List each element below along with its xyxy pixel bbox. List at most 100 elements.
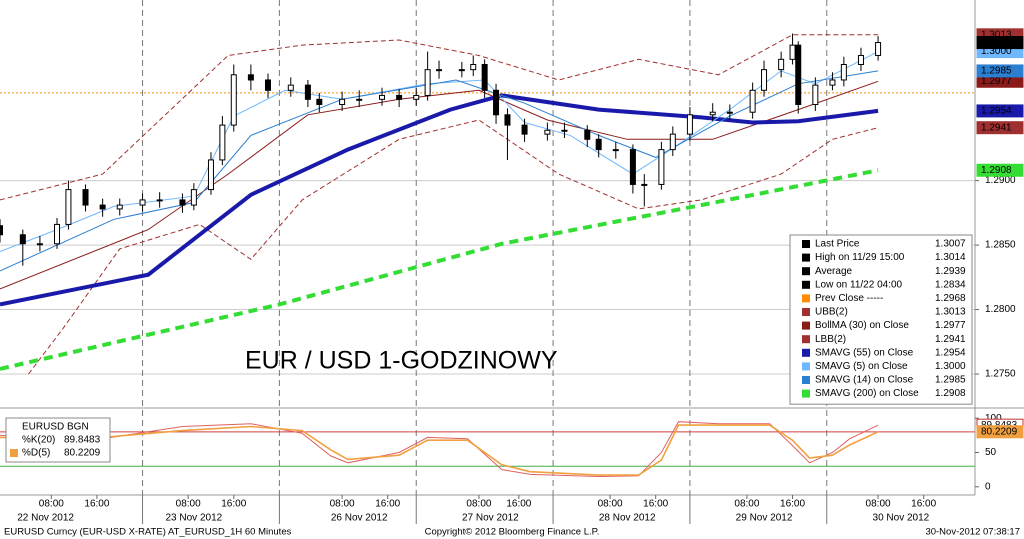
candle-body — [116, 204, 123, 210]
candle-body — [470, 63, 477, 71]
legend-marker — [802, 308, 810, 316]
y-tick-label: 0 — [985, 481, 991, 492]
candle-body — [629, 149, 636, 185]
legend-label: UBB(2) — [815, 307, 848, 318]
y-tick-label: 1.2800 — [985, 304, 1016, 315]
candle-body — [0, 225, 3, 236]
value-tag — [976, 104, 1024, 118]
legend-label: Prev Close ----- — [815, 293, 883, 304]
candle-body — [396, 94, 403, 100]
candle-body — [424, 69, 431, 96]
candle-body — [595, 138, 602, 151]
candle-body — [179, 199, 186, 206]
value-tag-label: 80.2209 — [981, 426, 1018, 437]
candle-body — [458, 69, 465, 72]
x-tick-label: 08:00 — [598, 499, 623, 510]
candle-body — [840, 63, 847, 81]
x-tick-label: 16:00 — [780, 499, 805, 510]
candle-body — [857, 54, 864, 65]
x-tick-label: 16:00 — [84, 499, 109, 510]
candle-body — [230, 74, 237, 126]
candle-body — [54, 223, 61, 245]
indicator-line — [0, 424, 879, 476]
value-tag — [976, 64, 1024, 78]
x-tick-label: 16:00 — [911, 499, 936, 510]
value-tag-label: 1.3013 — [981, 29, 1012, 40]
legend-label: BollMA (30) on Close — [815, 320, 909, 331]
overlay-line — [28, 119, 879, 375]
candle-body — [413, 94, 420, 100]
candle-body — [36, 243, 43, 246]
candle-body — [561, 129, 568, 132]
candle-body — [761, 69, 768, 91]
footer-center: Copyright© 2012 Bloomberg Finance L.P. — [425, 527, 600, 538]
candle-body — [139, 199, 146, 206]
value-tag — [976, 163, 1024, 177]
legend-label: %K(20) — [22, 435, 55, 446]
candle-body — [726, 111, 733, 114]
date-label: 23 Nov 2012 — [166, 513, 223, 524]
footer-left: EURUSD Curncy (EUR-USD X-RATE) AT_EURUSD… — [4, 527, 292, 538]
date-label: 30 Nov 2012 — [873, 513, 930, 524]
date-label: 22 Nov 2012 — [17, 513, 74, 524]
legend-label: Low on 11/22 04:00 — [815, 279, 903, 290]
legend-value: 80.2209 — [64, 448, 101, 459]
candle-body — [207, 159, 214, 191]
y-tick-label: 1.2850 — [985, 240, 1016, 251]
candle-body — [379, 94, 386, 100]
candle-body — [247, 74, 254, 81]
legend-marker — [10, 449, 18, 457]
value-tag — [976, 36, 1024, 50]
candle-body — [709, 111, 716, 116]
candle-body — [504, 114, 511, 126]
legend-marker — [802, 389, 810, 398]
x-tick-label: 08:00 — [866, 499, 891, 510]
candle-body — [812, 84, 819, 105]
candle-body — [264, 79, 271, 91]
x-tick-label: 08:00 — [39, 499, 64, 510]
date-label: 28 Nov 2012 — [599, 513, 656, 524]
candle-body — [339, 98, 346, 105]
x-tick-label: 08:00 — [734, 499, 759, 510]
x-tick-label: 08:00 — [466, 499, 491, 510]
candle-body — [190, 189, 197, 206]
legend-value: 1.3000 — [935, 361, 966, 372]
indicator-title: EURUSD BGN — [22, 422, 89, 433]
indicator-legend-box — [5, 417, 111, 463]
candle-body — [658, 149, 665, 185]
candle-body — [19, 234, 26, 245]
candle-body — [156, 199, 163, 202]
y-tick-label: 1.2900 — [985, 175, 1016, 186]
candle-body — [669, 133, 676, 151]
legend-marker — [802, 253, 810, 262]
value-tag-label: 1.2977 — [981, 76, 1012, 87]
candle-body — [521, 124, 528, 135]
candle-body — [493, 89, 500, 116]
y-tick-label: 50 — [985, 447, 997, 458]
legend-marker — [802, 280, 810, 289]
legend-label: SMAVG (14) on Close — [815, 375, 914, 386]
y-tick-label: 100 — [985, 413, 1002, 424]
legend-value: 1.3013 — [935, 307, 966, 318]
candle-body — [686, 114, 693, 135]
indicator-line — [0, 421, 879, 478]
overlay-line — [0, 34, 879, 201]
legend-label: LBB(2) — [815, 334, 846, 345]
footer-right: 30-Nov-2012 07:38:17 — [925, 527, 1020, 538]
legend-value: 89.8483 — [64, 435, 101, 446]
legend-value: 1.2834 — [935, 279, 966, 290]
overlay-line — [0, 168, 879, 371]
candle-body — [612, 149, 619, 152]
legend-marker — [10, 436, 18, 444]
candle-body — [544, 129, 551, 135]
legend-marker — [802, 321, 810, 330]
candle-body — [749, 89, 756, 113]
candle-body — [219, 124, 226, 161]
x-tick-label: 16:00 — [221, 499, 246, 510]
overlay-line — [0, 80, 879, 290]
value-tag — [976, 425, 1024, 439]
candle-body — [481, 63, 488, 91]
legend-marker — [802, 348, 810, 357]
legend-label: Average — [815, 266, 853, 277]
